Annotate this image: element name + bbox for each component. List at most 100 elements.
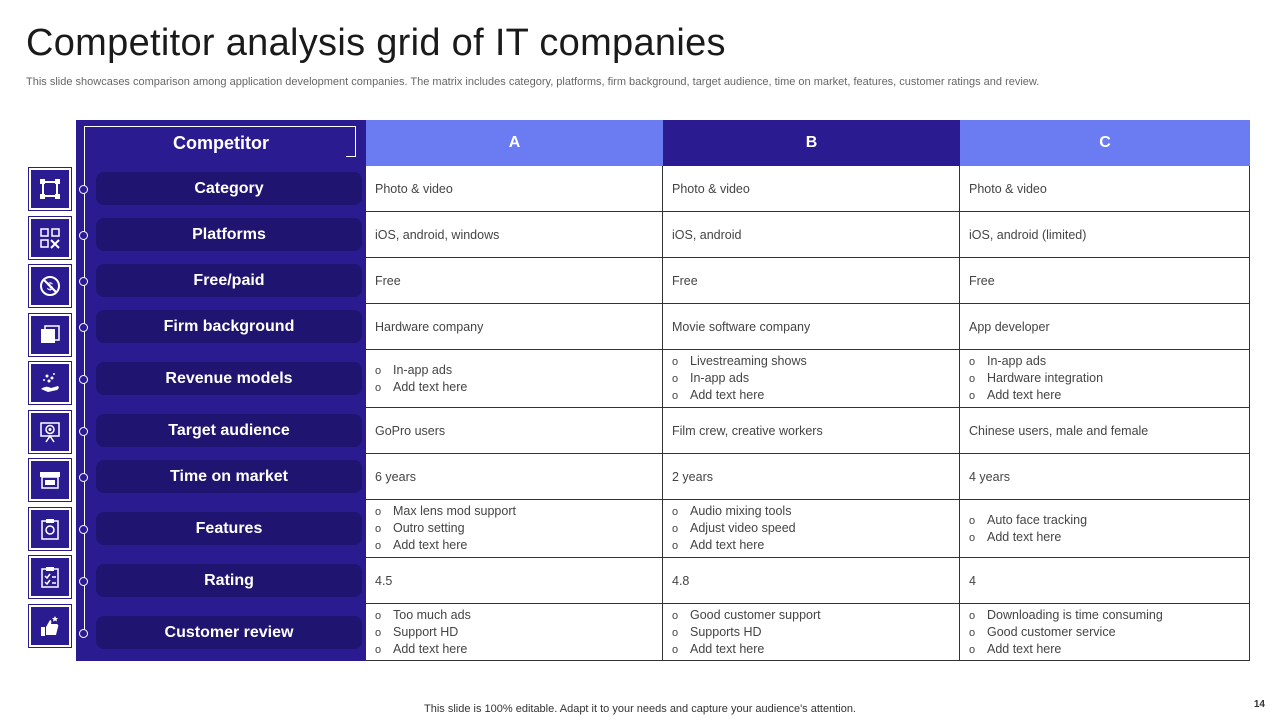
cell-platforms-c: iOS, android (limited) xyxy=(960,212,1250,258)
competitor-header: Competitor xyxy=(173,133,269,153)
list-item: Livestreaming shows xyxy=(672,353,959,370)
cell-text: Film crew, creative workers xyxy=(672,423,823,438)
cell-text: GoPro users xyxy=(375,423,446,438)
row-label-revenue-models: Revenue models xyxy=(96,362,362,395)
row-label-target-audience: Target audience xyxy=(96,414,362,447)
cell-category-a: Photo & video xyxy=(366,166,663,212)
list-item: Add text here xyxy=(375,379,662,396)
page-title: Competitor analysis grid of IT companies xyxy=(26,22,726,64)
connector-line xyxy=(84,156,85,634)
column-header-a: A xyxy=(366,120,663,166)
cell-time-on-market-a: 6 years xyxy=(366,454,663,500)
connector-dot xyxy=(79,628,88,638)
cell-text: 2 years xyxy=(672,469,713,484)
cell-free-paid-b: Free xyxy=(663,258,960,304)
list-item: Add text here xyxy=(375,537,662,554)
row-label-firm-background: Firm background xyxy=(96,310,362,343)
list-item: Add text here xyxy=(969,529,1249,546)
row-label-category: Category xyxy=(96,172,362,205)
cell-platforms-a: iOS, android, windows xyxy=(366,212,663,258)
connector-dot xyxy=(79,525,88,534)
cell-category-b: Photo & video xyxy=(663,166,960,212)
cell-rating-b: 4.8 xyxy=(663,558,960,604)
cell-text: Photo & video xyxy=(969,181,1047,196)
cell-text: Free xyxy=(969,273,995,288)
row-label-customer-review: Customer review xyxy=(96,615,362,649)
list-item: Auto face tracking xyxy=(969,512,1249,529)
connector-dot xyxy=(79,577,88,586)
cell-text: Photo & video xyxy=(375,181,453,196)
cell-free-paid-c: Free xyxy=(960,258,1250,304)
list-item: Outro setting xyxy=(375,520,662,537)
column-header-b: B xyxy=(663,120,960,166)
list-item: Adjust video speed xyxy=(672,520,959,537)
list-item: Good customer support xyxy=(672,607,959,624)
checklist-icon xyxy=(28,555,72,599)
cell-revenue-models-b: Livestreaming showsIn-app adsAdd text he… xyxy=(663,350,960,408)
cell-text: 4.8 xyxy=(672,573,690,588)
cell-features-a: Max lens mod supportOutro settingAdd tex… xyxy=(366,500,663,558)
connector-dot xyxy=(79,231,88,240)
cell-features-c: Auto face trackingAdd text here xyxy=(960,500,1250,558)
competitor-header-frame xyxy=(84,126,356,157)
row-label-platforms: Platforms xyxy=(96,218,362,251)
cell-firm-background-b: Movie software company xyxy=(663,304,960,350)
cell-firm-background-c: App developer xyxy=(960,304,1250,350)
row-label-features: Features xyxy=(96,512,362,545)
list-item: In-app ads xyxy=(969,353,1249,370)
cell-firm-background-a: Hardware company xyxy=(366,304,663,350)
list-item: Add text here xyxy=(375,641,662,658)
list-item: Max lens mod support xyxy=(375,503,662,520)
connector-dot xyxy=(79,323,88,332)
cell-text: Movie software company xyxy=(672,319,811,334)
store-icon xyxy=(28,458,72,502)
cell-revenue-models-c: In-app adsHardware integrationAdd text h… xyxy=(960,350,1250,408)
no-dollar-icon: $ xyxy=(28,264,72,308)
list-item: Supports HD xyxy=(672,624,959,641)
hand-coins-icon xyxy=(28,361,72,405)
footer-note: This slide is 100% editable. Adapt it to… xyxy=(424,703,856,715)
devices-icon xyxy=(28,215,72,260)
cell-text: iOS, android, windows xyxy=(375,227,500,242)
cell-time-on-market-b: 2 years xyxy=(663,454,960,500)
list-item: Too much ads xyxy=(375,607,662,624)
list-item: In-app ads xyxy=(375,362,662,379)
list-item: Add text here xyxy=(969,387,1249,404)
thumbs-up-stars-icon xyxy=(28,603,72,648)
cell-platforms-b: iOS, android xyxy=(663,212,960,258)
page-number: 14 xyxy=(1253,699,1265,710)
cell-free-paid-a: Free xyxy=(366,258,663,304)
list-item: Support HD xyxy=(375,624,662,641)
cell-text: iOS, android xyxy=(672,227,742,242)
connector-dot xyxy=(79,427,88,436)
cell-text: Free xyxy=(672,273,698,288)
list-item: Add text here xyxy=(672,537,959,554)
connector-dot xyxy=(79,185,88,194)
cell-text: 4 years xyxy=(969,469,1010,484)
cell-text: Photo & video xyxy=(672,181,750,196)
list-item: Downloading is time consuming xyxy=(969,607,1249,624)
cell-text: 6 years xyxy=(375,469,416,484)
cell-text: Hardware company xyxy=(375,319,484,334)
cell-rating-c: 4 xyxy=(960,558,1250,604)
row-label-free-paid: Free/paid xyxy=(96,264,362,297)
cell-text: Free xyxy=(375,273,401,288)
cell-category-c: Photo & video xyxy=(960,166,1250,212)
cell-revenue-models-a: In-app adsAdd text here xyxy=(366,350,663,408)
list-item: Add text here xyxy=(672,387,959,404)
layers-icon xyxy=(28,312,72,357)
list-item: Add text here xyxy=(969,641,1249,658)
page-subtitle: This slide showcases comparison among ap… xyxy=(26,76,1040,88)
list-item: In-app ads xyxy=(672,370,959,387)
svg-text:$: $ xyxy=(47,281,53,293)
row-label-time-on-market: Time on market xyxy=(96,460,362,493)
cell-customer-review-b: Good customer supportSupports HDAdd text… xyxy=(663,604,960,661)
clipboard-icon xyxy=(28,506,72,551)
column-header-c: C xyxy=(960,120,1250,166)
list-item: Hardware integration xyxy=(969,370,1249,387)
cell-customer-review-a: Too much adsSupport HDAdd text here xyxy=(366,604,663,661)
cell-target-audience-b: Film crew, creative workers xyxy=(663,408,960,454)
frame-icon xyxy=(28,167,72,211)
cell-target-audience-c: Chinese users, male and female xyxy=(960,408,1250,454)
cell-text: App developer xyxy=(969,319,1050,334)
